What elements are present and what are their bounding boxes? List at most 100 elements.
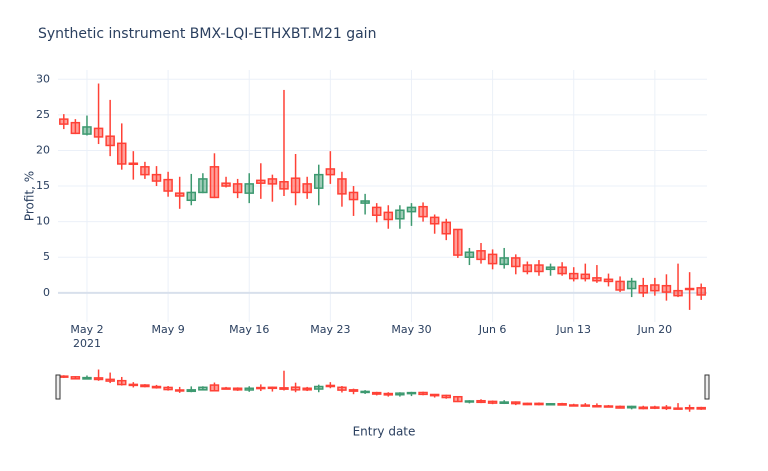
candle-body xyxy=(696,287,706,296)
candle-body xyxy=(174,192,185,197)
candle-body xyxy=(279,181,289,190)
x-tick-label: May 9 xyxy=(151,323,184,336)
candle-body xyxy=(615,280,625,291)
candle-body xyxy=(638,284,649,294)
slider-candle-body xyxy=(464,400,475,403)
candle-body xyxy=(256,179,266,184)
candle-body xyxy=(673,289,683,297)
candle-body xyxy=(209,166,220,199)
slider-candle-body xyxy=(256,386,266,390)
y-tick-label: 25 xyxy=(36,108,50,121)
slider-candle-body xyxy=(70,376,81,380)
slider-candle-body xyxy=(337,386,347,391)
slider-candle-body xyxy=(151,385,162,389)
slider-candle-body xyxy=(661,406,672,410)
candle-body xyxy=(395,209,405,220)
candle-body xyxy=(568,272,579,280)
slider-candle-body xyxy=(371,391,382,395)
slider-candle-body xyxy=(221,387,231,390)
y-tick-label: 5 xyxy=(43,250,50,263)
slider-candle-body xyxy=(290,386,301,391)
candle-body xyxy=(511,257,521,268)
slider-candle-body xyxy=(128,383,139,387)
candle-body xyxy=(360,200,370,204)
candle-body xyxy=(383,211,394,221)
slider-candle-body xyxy=(186,389,197,393)
x-tick-label: May 30 xyxy=(391,323,431,336)
candle-body xyxy=(580,273,591,280)
candle-body xyxy=(487,253,498,265)
candle-body xyxy=(70,121,81,135)
candle-body xyxy=(325,168,336,176)
x-tick-label: Jun 6 xyxy=(478,323,507,336)
y-tick-label: 20 xyxy=(36,143,50,156)
candle-body xyxy=(93,127,104,138)
slider-candle-body xyxy=(545,403,556,406)
slider-candle-body xyxy=(557,403,567,406)
slider-candle-body xyxy=(105,378,115,382)
candle-body xyxy=(603,278,614,283)
slider-candle-body xyxy=(348,389,359,392)
candle-body xyxy=(371,206,382,216)
candle-body xyxy=(626,280,637,290)
slider-candle-body xyxy=(568,404,579,407)
slider-candle-body xyxy=(244,387,254,391)
y-tick-label: 15 xyxy=(36,179,50,192)
candle-body xyxy=(545,266,556,271)
candle-body xyxy=(186,191,197,202)
slider-candle-body xyxy=(383,392,394,396)
candle-body xyxy=(418,205,428,218)
candle-body xyxy=(441,221,451,235)
slider-candle-body xyxy=(696,406,706,410)
slider-candle-body xyxy=(429,393,440,397)
slider-candle-body xyxy=(93,377,104,381)
slider-candle-body xyxy=(302,387,312,391)
slider-candle-body xyxy=(140,384,150,388)
candle-body xyxy=(244,183,254,194)
slider-candle-body xyxy=(325,384,336,388)
slider-candle-body xyxy=(360,390,370,394)
candle-body xyxy=(337,178,347,195)
slider-candle-body xyxy=(441,394,451,399)
slider-candle-body xyxy=(453,395,463,403)
y-tick-label: 10 xyxy=(36,215,50,228)
slider-candle-body xyxy=(395,392,405,396)
slider-candle-body xyxy=(615,405,625,409)
slider-candle-body xyxy=(163,386,173,391)
slider-candle-body xyxy=(673,407,683,410)
slider-candle-body xyxy=(116,379,127,386)
slider-candle-body xyxy=(684,407,695,410)
slider-candle-body xyxy=(198,386,208,391)
x-tick-label: Jun 20 xyxy=(637,323,673,336)
slider-candle-body xyxy=(59,375,69,378)
range-handle[interactable] xyxy=(55,374,61,400)
candle-body xyxy=(198,178,208,194)
candle-body xyxy=(661,284,672,293)
x-tick-label: Jun 13 xyxy=(555,323,591,336)
x-tick-label: May 16 xyxy=(229,323,269,336)
slider-candle-body xyxy=(522,402,533,406)
candle-body xyxy=(116,142,127,165)
x-tick-label: May 23 xyxy=(310,323,350,336)
x-tick-label: May 2 2021 xyxy=(70,323,103,350)
candle-body xyxy=(267,178,278,185)
slider-candle-body xyxy=(499,401,509,404)
candle-body xyxy=(684,287,695,291)
candle-body xyxy=(534,264,544,273)
candle-body xyxy=(151,173,162,182)
x-axis-title: Entry date xyxy=(353,425,416,439)
candle-body xyxy=(82,126,92,135)
y-axis-title: Profit, % xyxy=(23,171,37,221)
candle-body xyxy=(128,162,139,166)
candle-body xyxy=(453,228,463,256)
range-handle[interactable] xyxy=(704,374,710,400)
candle-body xyxy=(105,135,115,147)
candle-body xyxy=(163,178,173,192)
slider-candle-body xyxy=(650,406,660,409)
candle-body xyxy=(650,284,660,292)
slider-candle-body xyxy=(209,384,220,392)
candle-body xyxy=(302,183,312,194)
slider-candle-body xyxy=(534,402,544,406)
candle-body xyxy=(557,266,567,275)
